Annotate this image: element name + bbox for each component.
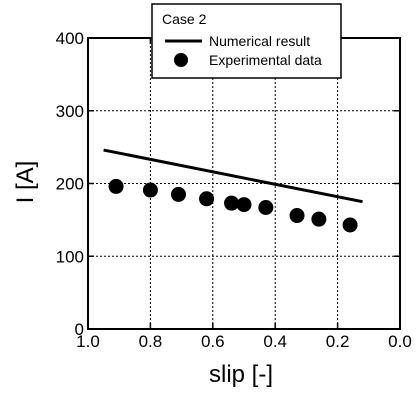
x-tick-label: 0.6 bbox=[201, 332, 225, 351]
y-axis-title: I [A] bbox=[12, 161, 39, 204]
legend-title: Case 2 bbox=[162, 11, 207, 27]
y-tick-label: 0 bbox=[75, 320, 84, 339]
data-point-experimental bbox=[311, 211, 327, 227]
x-tick-labels: 1.0 0.8 0.6 0.4 0.2 0.0 bbox=[76, 332, 412, 351]
data-point-experimental bbox=[199, 191, 215, 207]
grid-lines bbox=[88, 38, 400, 329]
y-tick-label: 400 bbox=[56, 29, 84, 48]
data-point-experimental bbox=[289, 208, 305, 224]
legend: Case 2 Numerical result Experimental dat… bbox=[151, 3, 342, 79]
x-tick-label: 0.0 bbox=[388, 332, 412, 351]
data-point-experimental bbox=[258, 200, 274, 216]
y-tick-label: 100 bbox=[56, 247, 84, 266]
x-tick-label: 0.2 bbox=[326, 332, 350, 351]
data-point-experimental bbox=[142, 182, 158, 198]
x-tick-label: 0.8 bbox=[139, 332, 163, 351]
data-point-experimental bbox=[108, 178, 124, 194]
x-tick-label: 0.4 bbox=[263, 332, 287, 351]
y-tick-labels: 0 100 200 300 400 bbox=[56, 29, 84, 339]
y-tick-label: 300 bbox=[56, 102, 84, 121]
series-line-numerical bbox=[103, 148, 363, 204]
legend-label-numerical: Numerical result bbox=[209, 33, 310, 49]
x-tick-label: 1.0 bbox=[76, 332, 100, 351]
data-point-experimental bbox=[342, 217, 358, 233]
data-point-experimental bbox=[224, 195, 240, 211]
legend-label-experimental: Experimental data bbox=[209, 52, 322, 68]
data-point-experimental bbox=[170, 186, 186, 202]
y-tick-label: 200 bbox=[56, 175, 84, 194]
x-axis-title: slip [-] bbox=[209, 361, 273, 388]
data-point-experimental bbox=[236, 197, 252, 213]
legend-marker-swatch bbox=[174, 53, 188, 67]
